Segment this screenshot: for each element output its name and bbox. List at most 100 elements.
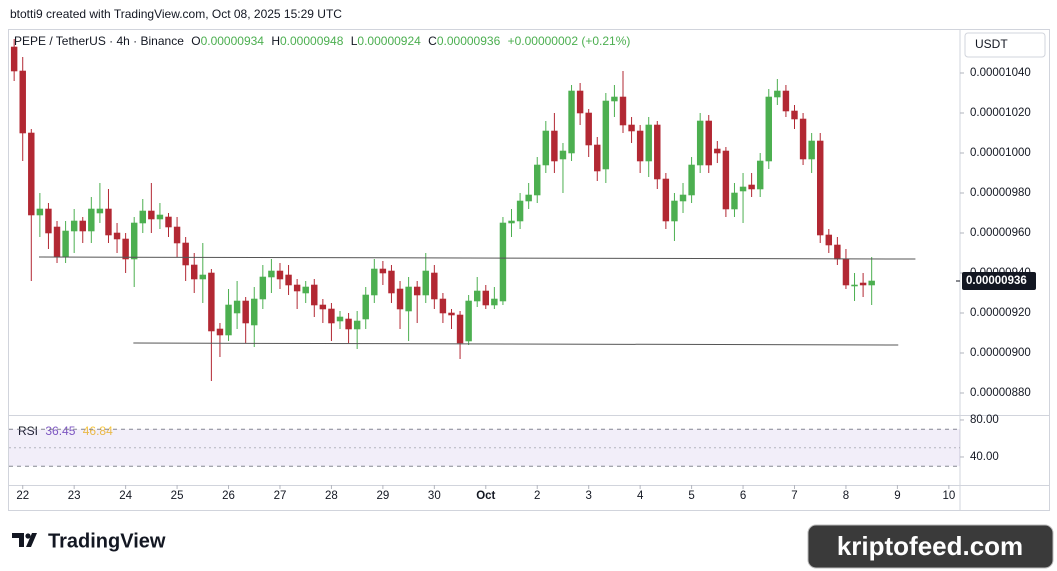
candle-body [345, 318, 352, 330]
candle-body [765, 96, 772, 162]
currency[interactable]: USDT [975, 37, 1008, 51]
candle-body [671, 200, 678, 222]
candle-body [439, 298, 447, 314]
candle-body [679, 194, 687, 202]
candle-body [534, 164, 541, 196]
candle-body [842, 258, 850, 286]
candle-body [688, 164, 695, 196]
y-tick-label: 0.00001020 [970, 107, 1031, 119]
rsi-y-tick-label: 80.00 [970, 414, 999, 426]
x-tick-label: 7 [791, 490, 797, 502]
candle-body [696, 120, 704, 166]
candle-body [53, 226, 61, 258]
candle-body [199, 274, 207, 280]
rsi-legend: RSI 36.45 46.84 [18, 424, 113, 438]
ohlc-key: O [191, 34, 200, 48]
y-tick-label: 0.00000880 [970, 387, 1031, 399]
candle-body [482, 290, 490, 306]
watermark-box [807, 524, 1054, 569]
candle-body [834, 244, 841, 260]
credit: btotti9 created with TradingView.com, Oc… [10, 7, 342, 21]
candle-body [225, 304, 232, 336]
candle-body [705, 120, 712, 166]
candle-body [748, 184, 755, 190]
candle-body [739, 186, 747, 192]
candle-body [182, 242, 189, 266]
x-tick-label: 24 [119, 490, 132, 502]
x-tick-label: 8 [843, 490, 849, 502]
candle-body [714, 148, 721, 154]
candle-body [130, 222, 138, 260]
candle-body [251, 298, 258, 326]
rsi-value: 36.45 [45, 424, 75, 438]
x-tick-label: 30 [428, 490, 441, 502]
candle-body [422, 270, 429, 296]
last-price-badge [962, 272, 1036, 290]
candle-body [19, 70, 26, 134]
candle-body [662, 178, 670, 222]
candle-body [465, 300, 472, 342]
x-tick-label: 10 [942, 490, 955, 502]
candle-body [774, 90, 781, 98]
x-tick-label: 9 [894, 490, 900, 502]
candle-body [388, 270, 395, 294]
candle-body [88, 208, 95, 232]
candle-body [233, 300, 241, 314]
candle-body [28, 132, 35, 216]
candle-body [576, 90, 584, 114]
ohlc-value: 0.00000934 [201, 34, 265, 48]
candle-body [293, 284, 301, 292]
x-tick-label: 23 [68, 490, 81, 502]
ohlc-value: 0.00000948 [280, 34, 344, 48]
candle-body [782, 90, 790, 112]
candle-body [336, 316, 344, 322]
candle-body [508, 220, 515, 224]
candle-body [859, 282, 867, 286]
candle-body [242, 300, 249, 324]
candle-body [139, 210, 146, 224]
ohlc-value: 0.00000924 [357, 34, 421, 48]
x-tick-label: 25 [171, 490, 184, 502]
candle-body [311, 284, 318, 306]
candle-body [491, 298, 498, 306]
candle-body [285, 274, 292, 286]
candle-body [413, 286, 421, 296]
candle-body [817, 140, 824, 236]
rsi-label: RSI [18, 424, 38, 438]
candle-body [165, 216, 172, 228]
y-tick-label: 0.00000960 [970, 227, 1031, 239]
x-tick-label: 5 [688, 490, 694, 502]
y-tick-label: 0.00001040 [970, 67, 1031, 79]
ohlc-key: L [351, 34, 358, 48]
candle-body [516, 200, 524, 222]
candle-body [551, 130, 558, 162]
candle-body [868, 280, 875, 286]
candle-body [825, 234, 833, 246]
change: +0.00000002 (+0.21%) [508, 34, 631, 48]
candle-body [122, 238, 129, 260]
currency-box[interactable] [964, 32, 1046, 58]
candle-body [268, 270, 275, 278]
candle-body [36, 208, 44, 216]
candle-body [851, 284, 858, 287]
candle-body [191, 264, 198, 280]
candle-body [148, 210, 155, 220]
candle-body [619, 96, 627, 126]
rsi-y-tick-label: 40.00 [970, 451, 999, 463]
candle-body [156, 214, 164, 220]
candle-body [645, 124, 652, 162]
candle-body [722, 150, 730, 210]
trend-line [39, 256, 916, 260]
candle-body [353, 320, 361, 330]
candle-body [731, 192, 738, 210]
candle-body [79, 220, 86, 232]
logo-dot [25, 533, 31, 539]
candle-body [628, 124, 635, 132]
candle-body [542, 130, 550, 166]
ohlc-key: C [428, 34, 437, 48]
candle-body [105, 208, 112, 236]
ohlc-value: 0.00000936 [437, 34, 501, 48]
candle-body [96, 208, 104, 214]
candle-body [473, 290, 481, 302]
